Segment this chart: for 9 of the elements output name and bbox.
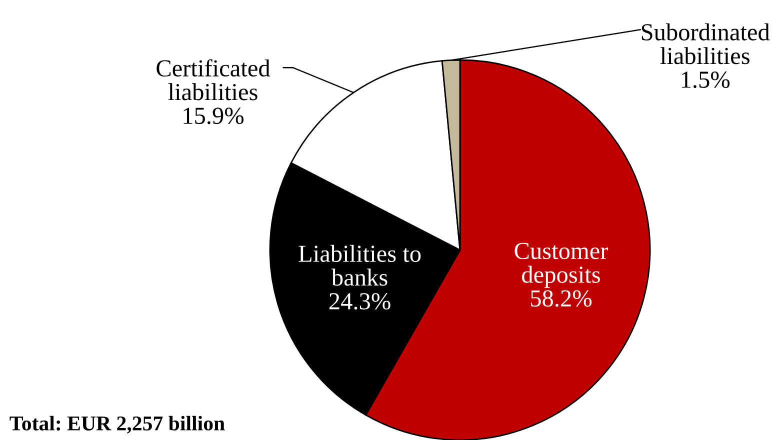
data-label: 24.3% [329,293,390,310]
slice-label: Customer deposits [514,242,608,288]
data-label: 58.2% [531,290,592,307]
text: Total: EUR 2,257 billion [10,416,225,434]
data-label: 1.5% [682,72,730,88]
data-label: 15.9% [184,108,244,124]
slice-label: Subordinated liabilities [642,23,770,64]
legend-label: Certificated liabilities [156,59,270,100]
slice-label: Liabilities to banks [298,244,421,286]
